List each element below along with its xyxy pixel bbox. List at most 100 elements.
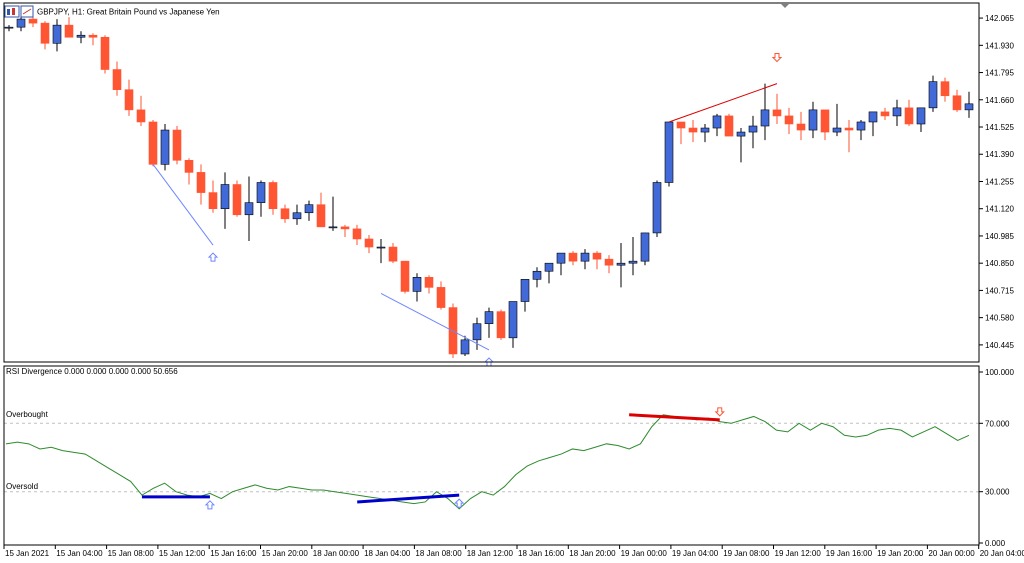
candle[interactable] [808, 101, 818, 139]
candle[interactable] [160, 123, 170, 171]
candle[interactable] [712, 113, 722, 137]
candle[interactable] [400, 260, 410, 294]
candle[interactable] [640, 232, 650, 266]
candle[interactable] [748, 115, 758, 149]
candle[interactable] [676, 121, 686, 145]
candle[interactable] [952, 89, 962, 112]
candle[interactable] [880, 107, 890, 120]
candle[interactable] [844, 119, 854, 153]
candle[interactable] [328, 196, 338, 231]
candle[interactable] [832, 103, 842, 137]
candle[interactable] [868, 111, 878, 137]
candle-body [532, 270, 542, 280]
candle[interactable] [376, 238, 386, 264]
candle[interactable] [388, 243, 398, 264]
candle[interactable] [472, 317, 482, 350]
candle[interactable] [280, 204, 290, 223]
candle[interactable] [88, 33, 98, 46]
candle[interactable] [52, 19, 62, 52]
time-tick-label: 18 Jan 16:00 [518, 549, 565, 558]
candle-body [592, 252, 602, 260]
candle[interactable] [76, 31, 86, 44]
candle[interactable] [616, 243, 626, 288]
candle[interactable] [916, 107, 926, 133]
candle-body [892, 107, 902, 117]
candle-body [52, 24, 62, 44]
candle[interactable] [652, 180, 662, 237]
candle[interactable] [496, 309, 506, 340]
candle[interactable] [220, 172, 230, 229]
candle[interactable] [904, 99, 914, 127]
candle[interactable] [760, 83, 770, 141]
candle[interactable] [520, 279, 530, 312]
candle[interactable] [4, 25, 14, 32]
candle[interactable] [964, 91, 974, 118]
candle-body [808, 109, 818, 131]
candle[interactable] [112, 61, 122, 96]
candle[interactable] [244, 176, 254, 241]
candle[interactable] [820, 109, 830, 141]
candle[interactable] [40, 21, 50, 50]
rsi-indicator-pane[interactable] [4, 407, 979, 510]
candle[interactable] [532, 267, 542, 288]
candle[interactable] [436, 281, 446, 310]
candle[interactable] [364, 234, 374, 254]
price-tick-label: 141.390 [985, 150, 1014, 159]
candle[interactable] [928, 75, 938, 112]
candle[interactable] [460, 335, 470, 356]
candle[interactable] [412, 273, 422, 302]
candle[interactable] [736, 128, 746, 163]
candle[interactable] [628, 236, 638, 276]
candle[interactable] [64, 17, 74, 38]
candle[interactable] [796, 111, 806, 141]
candle-body [844, 127, 854, 131]
candle[interactable] [172, 126, 182, 165]
price-tick-label: 141.255 [985, 177, 1014, 186]
candle[interactable] [688, 119, 698, 143]
candle-body [820, 109, 830, 133]
candle[interactable] [892, 99, 902, 127]
candle[interactable] [544, 262, 554, 284]
scroll-marker-icon[interactable] [781, 4, 789, 8]
candle[interactable] [568, 251, 578, 266]
candle-body [196, 172, 206, 193]
candle[interactable] [136, 95, 146, 127]
candle[interactable] [592, 251, 602, 270]
candle[interactable] [508, 301, 518, 348]
candle[interactable] [256, 180, 266, 217]
candle[interactable] [424, 275, 434, 294]
candle[interactable] [184, 158, 194, 185]
candle[interactable] [292, 204, 302, 225]
price-pane[interactable] [4, 13, 974, 367]
candle-body [748, 125, 758, 133]
candle[interactable] [268, 180, 278, 215]
candle[interactable] [124, 79, 134, 116]
candle[interactable] [856, 119, 866, 141]
candle[interactable] [664, 121, 674, 187]
candle[interactable] [208, 180, 218, 213]
candle[interactable] [940, 77, 950, 102]
candle[interactable] [484, 307, 494, 338]
time-tick-label: 18 Jan 00:00 [313, 549, 360, 558]
candle[interactable] [556, 252, 566, 276]
candle[interactable] [148, 119, 158, 167]
candle[interactable] [784, 107, 794, 135]
candle[interactable] [724, 113, 734, 137]
candle[interactable] [340, 224, 350, 237]
candle[interactable] [232, 180, 242, 217]
candle[interactable] [580, 249, 590, 270]
candle[interactable] [604, 255, 614, 274]
candle-body [292, 212, 302, 220]
candle-body [172, 129, 182, 161]
candle[interactable] [700, 123, 710, 143]
candle[interactable] [772, 93, 782, 124]
candle[interactable] [100, 35, 110, 74]
candle[interactable] [316, 192, 326, 228]
candle[interactable] [196, 164, 206, 205]
candle[interactable] [352, 224, 362, 246]
candle[interactable] [304, 200, 314, 221]
candle-body [784, 115, 794, 125]
